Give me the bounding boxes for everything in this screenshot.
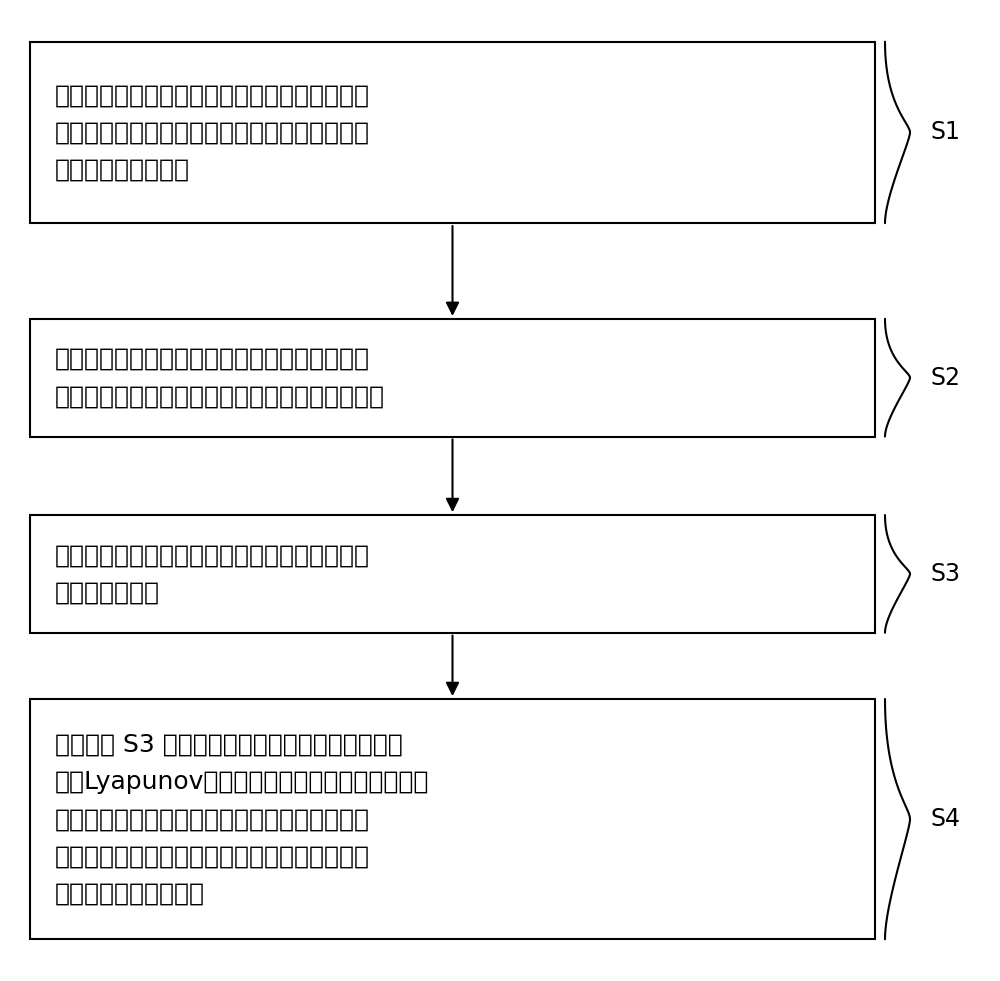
Text: 高系统的动态性能和鲁棒性，并保证系统输出对: 高系统的动态性能和鲁棒性，并保证系统输出对 bbox=[55, 845, 370, 868]
Text: 系统状态空间模型。: 系统状态空间模型。 bbox=[55, 158, 190, 181]
Text: 状态与不可测状态，重建系统等价状态空间模型。: 状态与不可测状态，重建系统等价状态空间模型。 bbox=[55, 385, 385, 408]
Bar bbox=[30, 319, 875, 437]
Text: S3: S3 bbox=[930, 562, 960, 586]
Bar bbox=[30, 41, 875, 223]
Bar bbox=[30, 698, 875, 940]
Text: S2: S2 bbox=[930, 366, 960, 389]
Bar bbox=[30, 515, 875, 633]
Text: 将总扰动作为扩展状态变量，通过分离系统可测: 将总扰动作为扩展状态变量，通过分离系统可测 bbox=[55, 347, 370, 371]
Text: 统不可测状态。: 统不可测状态。 bbox=[55, 581, 160, 604]
Text: 构建无刷直流电机状态方程，将参数摄动和外负: 构建无刷直流电机状态方程，将参数摄动和外负 bbox=[55, 83, 370, 107]
Text: 根据Lyapunov稳定性理论设计基于扰动动态补偿: 根据Lyapunov稳定性理论设计基于扰动动态补偿 bbox=[55, 770, 429, 794]
Text: 参考输入的准确跟踪。: 参考输入的准确跟踪。 bbox=[55, 882, 205, 905]
Text: 的反步控制器，抑制扰动对系统输出的影响，提: 的反步控制器，抑制扰动对系统输出的影响，提 bbox=[55, 807, 370, 831]
Text: 载干扰归纳为总扰动，并建立无刷直流电机伺服: 载干扰归纳为总扰动，并建立无刷直流电机伺服 bbox=[55, 121, 370, 144]
Text: S4: S4 bbox=[930, 807, 960, 831]
Text: S1: S1 bbox=[930, 121, 960, 144]
Text: 利用步骤 S3 中的观测器估计值和系统可测状态，: 利用步骤 S3 中的观测器估计值和系统可测状态， bbox=[55, 733, 403, 756]
Text: 构造降阶扩张状态观测器，在线估计总扰动和系: 构造降阶扩张状态观测器，在线估计总扰动和系 bbox=[55, 543, 370, 567]
